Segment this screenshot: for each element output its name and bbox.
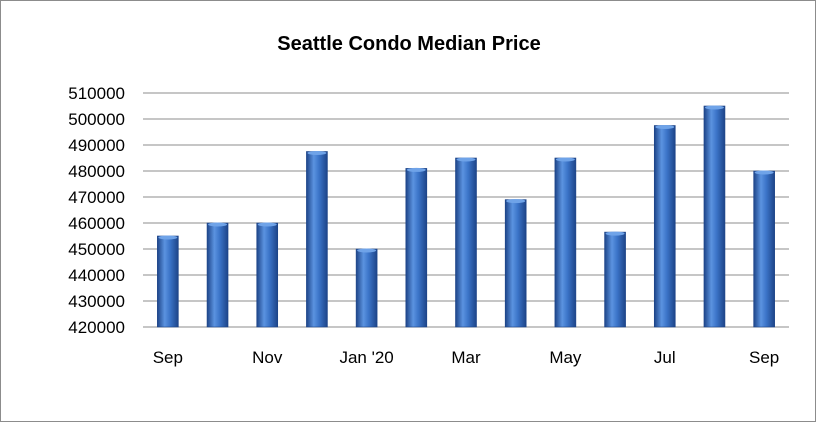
- bar-top-highlight: [456, 157, 476, 162]
- bar: [306, 151, 328, 328]
- bar: [405, 167, 428, 328]
- x-tick-label: Sep: [749, 348, 779, 367]
- bar-body: [554, 157, 577, 328]
- bar: [355, 248, 378, 328]
- bar: [256, 222, 279, 328]
- bar-top-highlight: [257, 222, 277, 227]
- bar-body: [355, 248, 378, 328]
- bar: [703, 105, 726, 328]
- bar-top-highlight: [307, 151, 327, 155]
- bar-body: [455, 157, 477, 328]
- y-tick-label: 440000: [68, 266, 125, 285]
- y-tick-label: 450000: [68, 240, 125, 259]
- bar: [504, 199, 527, 328]
- bar-body: [157, 235, 179, 328]
- bars: [157, 105, 775, 328]
- x-tick-label: May: [549, 348, 582, 367]
- y-tick-label: 420000: [68, 318, 125, 337]
- y-axis-tick-labels: 420000 430000 440000 450000 460000 470000 4800…: [68, 84, 125, 337]
- bar-top-highlight: [754, 170, 774, 175]
- bar-body: [703, 105, 726, 328]
- bar-top-highlight: [506, 199, 526, 204]
- x-axis-tick-labels: Sep Nov Jan '20 Mar May Jul Sep: [153, 348, 780, 367]
- bar: [653, 125, 676, 328]
- bar-body: [405, 168, 428, 328]
- x-tick-label: Nov: [252, 348, 283, 367]
- bar-top-highlight: [555, 157, 575, 162]
- x-tick-label: Jan '20: [339, 348, 393, 367]
- bar-top-highlight: [704, 105, 724, 110]
- y-tick-label: 460000: [68, 214, 125, 233]
- bar-top-highlight: [406, 167, 426, 172]
- bar: [157, 235, 179, 328]
- bar-body: [653, 125, 676, 328]
- bar: [753, 170, 775, 328]
- bar-body: [753, 170, 775, 328]
- bar: [455, 157, 477, 328]
- bar: [604, 231, 626, 328]
- y-tick-label: 500000: [68, 110, 125, 129]
- chart-title: Seattle Condo Median Price: [277, 33, 541, 55]
- y-tick-label: 490000: [68, 136, 125, 155]
- bar-body: [306, 151, 328, 328]
- y-tick-label: 510000: [68, 84, 125, 103]
- bar-body: [504, 199, 527, 328]
- y-tick-label: 480000: [68, 162, 125, 181]
- bar: [554, 157, 577, 328]
- bar-body: [256, 222, 279, 328]
- bar-body: [206, 222, 229, 328]
- bar-body: [604, 231, 626, 328]
- bar-top-highlight: [655, 125, 675, 129]
- bar: [206, 222, 229, 328]
- x-tick-label: Jul: [654, 348, 676, 367]
- bar-top-highlight: [605, 231, 625, 236]
- y-tick-label: 430000: [68, 292, 125, 311]
- y-tick-label: 470000: [68, 188, 125, 207]
- x-tick-label: Sep: [153, 348, 183, 367]
- x-tick-label: Mar: [451, 348, 481, 367]
- bar-top-highlight: [158, 235, 178, 240]
- bar-top-highlight: [208, 222, 228, 227]
- bar-top-highlight: [357, 248, 377, 253]
